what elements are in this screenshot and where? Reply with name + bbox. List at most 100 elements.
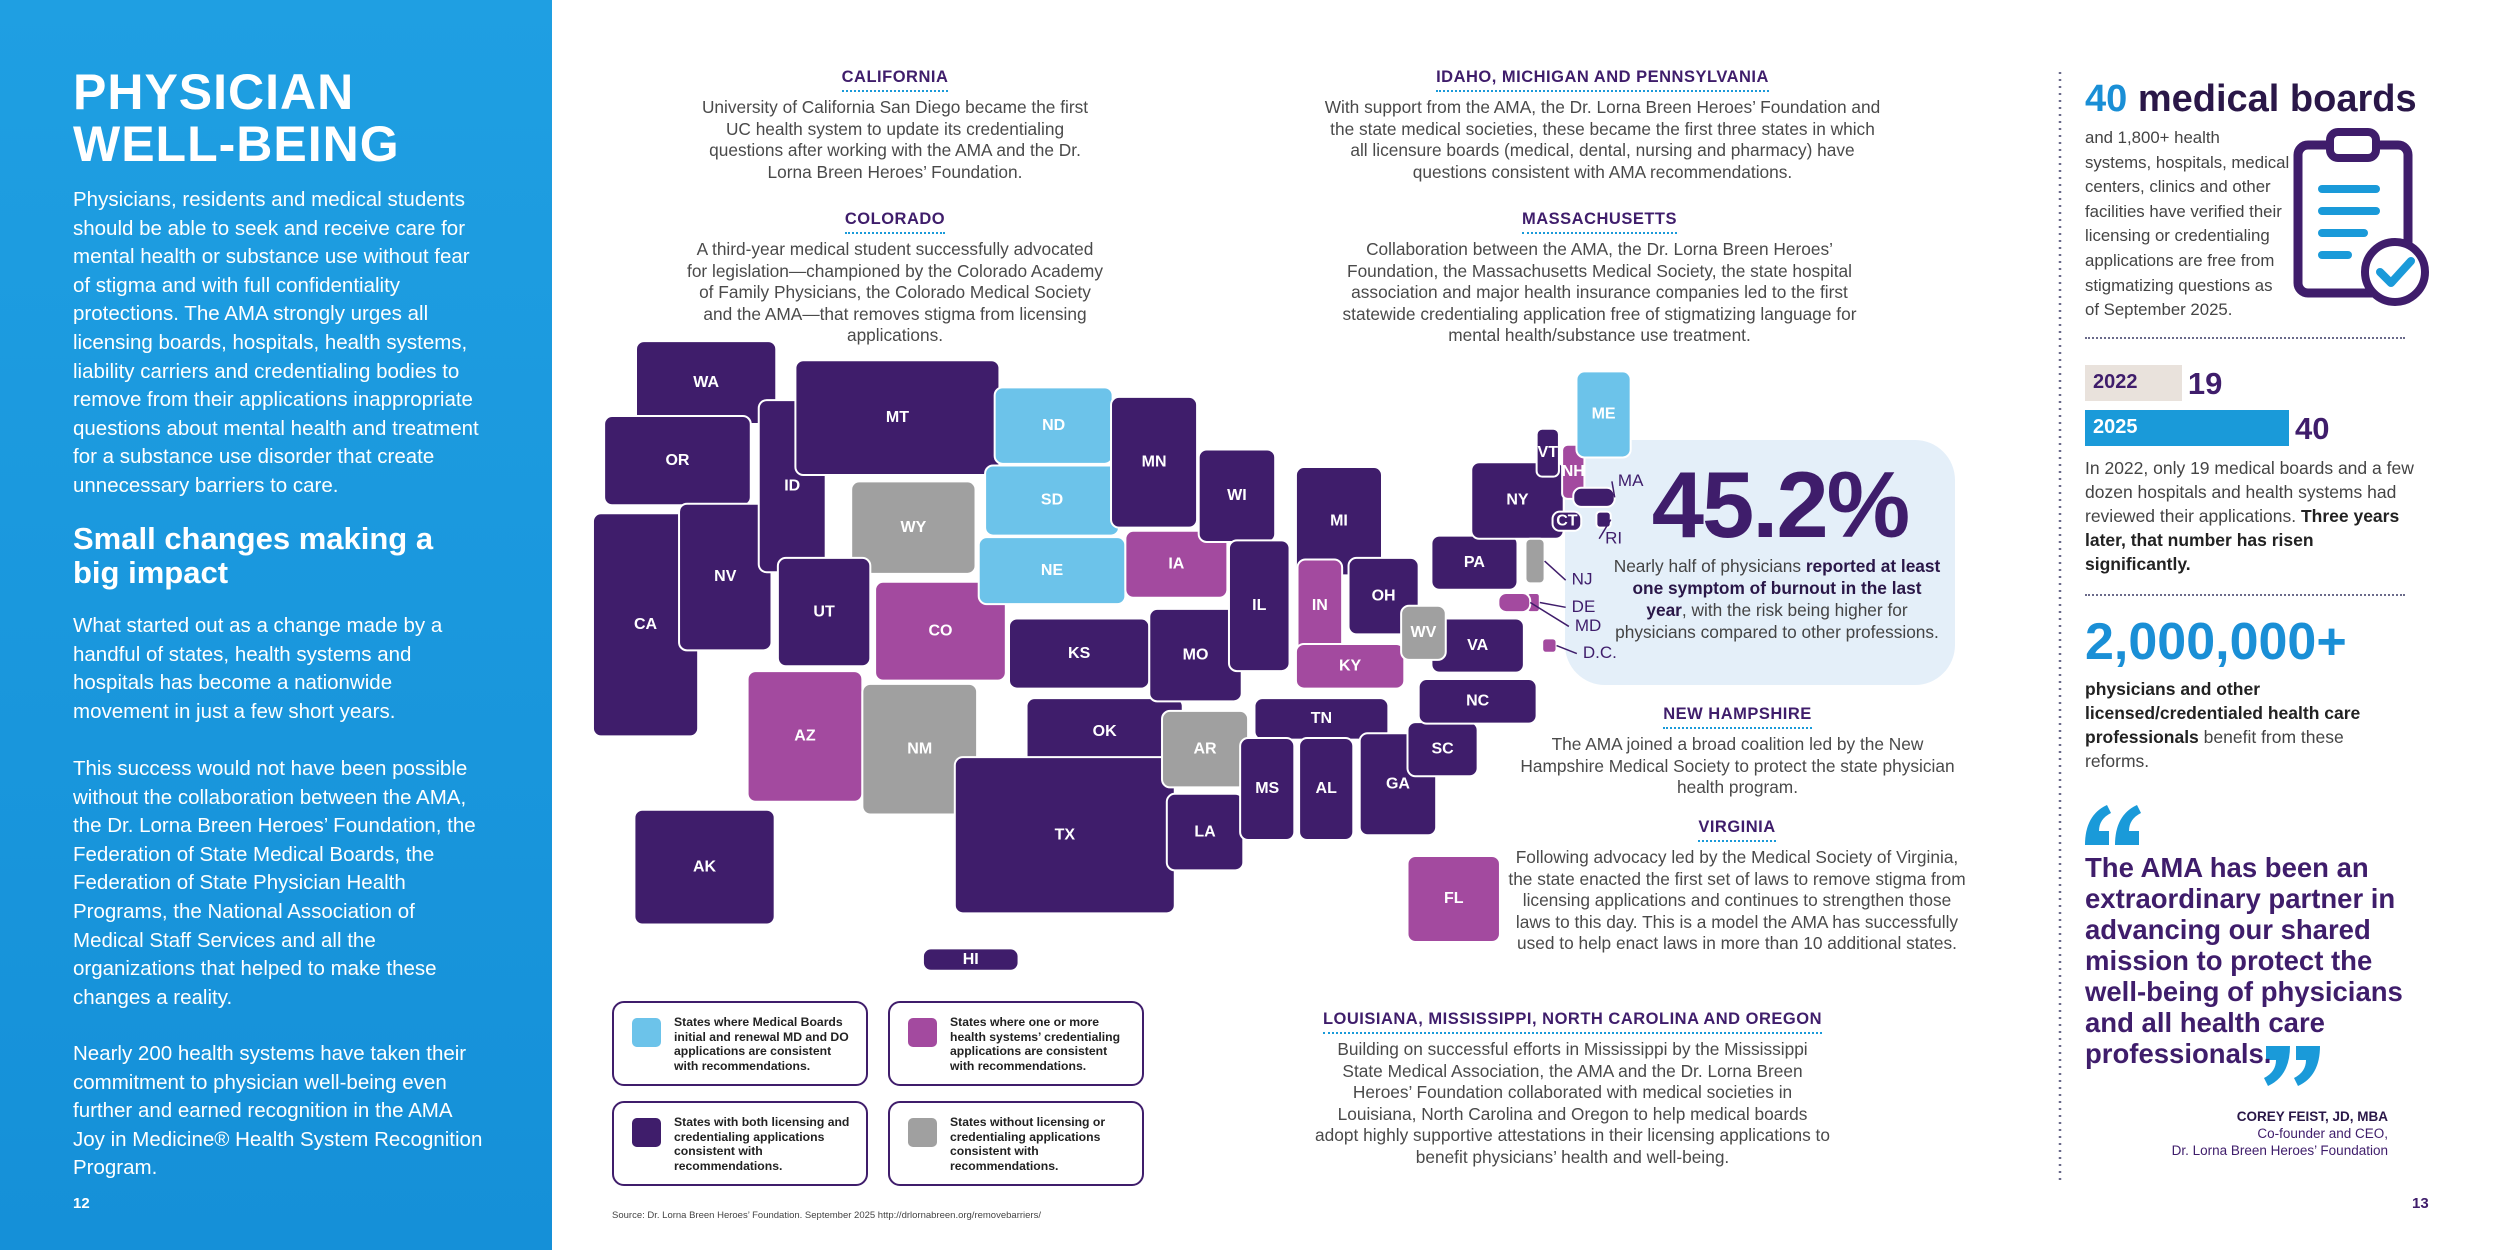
state-shape [1575, 370, 1632, 459]
state-shape [1227, 539, 1291, 673]
left-panel: PHYSICIAN WELL-BEING Physicians, residen… [0, 0, 552, 1250]
callout-heading: IDAHO, MICHIGAN AND PENNSYLVANIA [1436, 68, 1769, 92]
quote-attribution: COREY FEIST, JD, MBA Co-founder and CEO,… [2100, 1108, 2388, 1159]
reach-text: physicians and other licensed/credential… [2085, 677, 2375, 773]
icon-part [2318, 185, 2380, 193]
state-shape [1524, 537, 1546, 585]
state-label: WV [1411, 624, 1437, 641]
state-label: TN [1311, 710, 1332, 727]
callout-text: Building on successful efforts in Missis… [1315, 1039, 1830, 1167]
callout-heading: VIRGINIA [1698, 818, 1776, 842]
legend-label: States where Medical Boards initial and … [674, 1015, 849, 1073]
callout-text: A third-year medical student successfull… [687, 239, 1103, 345]
bar [2085, 410, 2289, 446]
callout-text: The AMA joined a broad coalition led by … [1520, 734, 1955, 797]
text-part: , with the risk being higher for physici… [1615, 600, 1939, 642]
icon-part [2318, 207, 2380, 215]
state-shape [1541, 637, 1558, 654]
state-label: MO [1183, 646, 1209, 663]
intro-text: Physicians, residents and medical studen… [73, 188, 479, 497]
state-label: WY [900, 519, 926, 536]
state-shape [1239, 737, 1296, 842]
quote-part [2085, 805, 2111, 845]
divider [2085, 337, 2405, 339]
state-label: WI [1227, 487, 1247, 504]
boards-text: and 1,800+ health systems, hospitals, me… [2085, 128, 2290, 320]
state-shape [850, 480, 977, 575]
open-quote [2085, 805, 2141, 845]
icon-part [2326, 128, 2380, 162]
state-shape [1406, 854, 1501, 944]
state-label: ID [784, 477, 800, 494]
legend-item: States without licensing or credentialin… [888, 1101, 1144, 1186]
state-label: IN [1312, 597, 1328, 614]
legend-label: States without licensing or credentialin… [950, 1115, 1106, 1173]
callout: COLORADO A third-year medical student su… [685, 210, 1105, 347]
state-shape [603, 415, 752, 507]
state-label: MI [1330, 512, 1348, 529]
burnout-bubble [1565, 440, 1955, 685]
state-label: AZ [794, 728, 816, 745]
boards-number: 40 [2085, 78, 2128, 120]
leader-line [1598, 519, 1612, 540]
legend-label: States with both licensing and credentia… [674, 1115, 850, 1173]
state-label: OK [1093, 723, 1117, 740]
state-label: MS [1255, 780, 1279, 797]
state-shape [1470, 461, 1565, 540]
state-label: MA [1618, 471, 1644, 490]
state-label: CO [928, 622, 952, 639]
state-shape [776, 556, 872, 668]
state-label: NH [1562, 463, 1585, 480]
state-label: OR [665, 452, 689, 469]
state-label: IA [1168, 555, 1184, 572]
callout: LOUISIANA, MISSISSIPPI, NORTH CAROLINA A… [1315, 1010, 1830, 1168]
state-label: RI [1605, 528, 1622, 547]
callout-text: University of California San Diego becam… [701, 97, 1089, 182]
page-title: PHYSICIAN WELL-BEING [73, 66, 400, 170]
text-part-bold: reported at least one symptom of burnout… [1632, 556, 1941, 620]
state-shape [1294, 642, 1406, 690]
state-label: TX [1055, 826, 1076, 843]
burnout-text: Nearly half of physicians reported at le… [1612, 555, 1942, 643]
legend-swatch [908, 1018, 937, 1047]
callout-heading: NEW HAMPSHIRE [1663, 705, 1812, 729]
body-text: Nearly 200 health systems have taken the… [73, 1042, 483, 1180]
title-line: WELL-BEING [73, 116, 400, 172]
state-label: MD [1575, 616, 1601, 635]
leader-line [1544, 560, 1567, 581]
state-label: CT [1556, 512, 1578, 529]
quote-part [2264, 1046, 2290, 1086]
text-part: Nearly half of physicians [1613, 556, 1806, 576]
text-part: benefit from these reforms. [2085, 727, 2344, 771]
source-note: Source: Dr. Lorna Breen Heroes’ Foundati… [612, 1210, 1041, 1221]
state-label: DE [1572, 597, 1596, 616]
callout: CALIFORNIA University of California San … [690, 68, 1100, 183]
leader-line [1611, 481, 1616, 498]
state-shape [1497, 591, 1532, 614]
legend-item: States where one or more health systems’… [888, 1001, 1144, 1086]
bar-value: 19 [2187, 366, 2223, 401]
burnout-value: 45.2% [1651, 452, 1911, 557]
quote-part [2115, 805, 2141, 845]
quote-text: The AMA has been an extraordinary partne… [2085, 852, 2403, 1069]
divider [2085, 594, 2405, 596]
close-quote [2264, 1046, 2320, 1086]
state-label: MN [1142, 453, 1167, 470]
state-shape [1417, 678, 1538, 725]
leader-line [1556, 644, 1578, 655]
icon-part [2376, 257, 2415, 287]
section-heading: Small changes making a big impact [73, 521, 434, 590]
callout: VIRGINIA Following advocacy led by the M… [1507, 818, 1967, 955]
callout: NEW HAMPSHIRE The AMA joined a broad coa… [1520, 705, 1955, 799]
text-part: In 2022, only 19 medical boards and a fe… [2085, 458, 2414, 526]
page-number: 12 [73, 1195, 90, 1212]
state-shape [633, 808, 776, 926]
title-line: PHYSICIAN [73, 64, 355, 120]
state-label: UT [813, 603, 835, 620]
body-text: This success would not have been possibl… [73, 757, 476, 1009]
state-label: WA [693, 374, 719, 391]
bar-year: 2025 [2093, 416, 2138, 438]
leader-line [1539, 601, 1566, 609]
icon-part [2361, 238, 2429, 306]
